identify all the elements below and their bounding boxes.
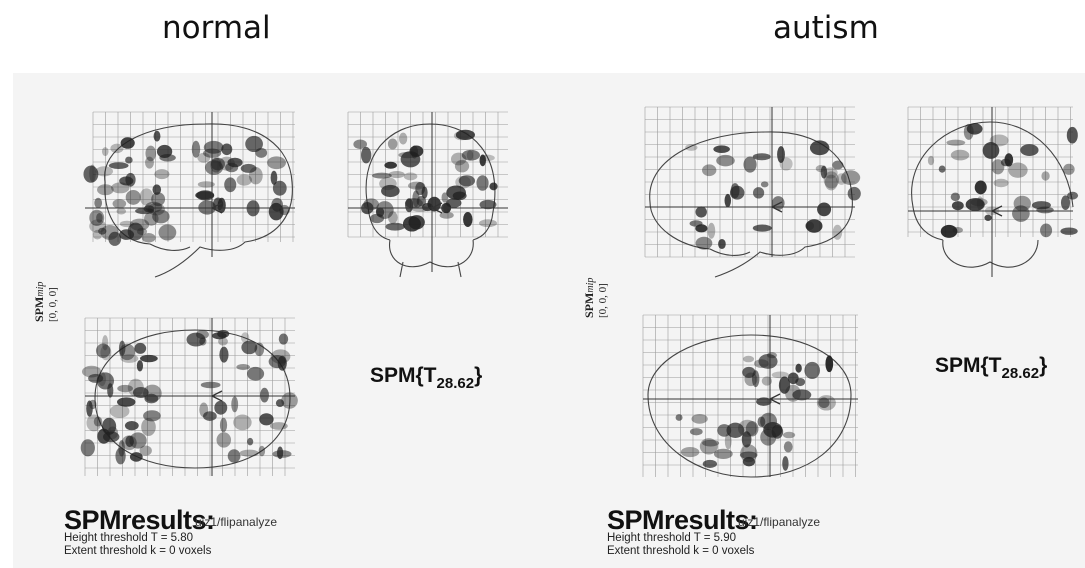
scan-background	[13, 73, 1085, 568]
heading-autism: autism	[773, 10, 879, 46]
spm-results-path-autism: uiz1/flipanalyze	[738, 515, 821, 529]
glass-brain-coronal-autism	[907, 106, 1079, 277]
activation-blobs	[80, 329, 298, 465]
crosshair	[348, 112, 508, 272]
spm-results-title-autism: SPMresults:	[607, 505, 758, 535]
spm-mip-label-autism: SPMmip [0, 0, 0]	[582, 277, 609, 318]
crosshair	[908, 107, 1073, 277]
activation-blobs	[83, 130, 290, 246]
glass-brain-axial-autism	[642, 314, 858, 478]
activation-blobs	[353, 129, 498, 232]
crosshair	[643, 315, 858, 477]
activation-blobs	[675, 352, 836, 471]
spm-mip-label-normal: SPMmip [0, 0, 0]	[32, 281, 59, 322]
glass-brain-coronal-normal	[347, 111, 508, 278]
extent-threshold-normal: Extent threshold k = 0 voxels	[64, 545, 212, 557]
glass-brain-sagittal-autism	[644, 106, 861, 278]
crosshair	[85, 112, 295, 257]
grid-lines	[644, 106, 855, 258]
heading-normal: normal	[162, 10, 271, 46]
activation-blobs	[927, 123, 1079, 238]
brain-outline	[911, 121, 1074, 268]
spm-statistic-label-normal: SPM{T28.62}	[370, 364, 483, 392]
height-threshold-normal: Height threshold T = 5.80	[64, 532, 194, 544]
height-threshold-autism: Height threshold T = 5.90	[607, 532, 737, 544]
grid-lines	[84, 317, 295, 476]
crosshair	[645, 107, 855, 257]
spm-results-path-normal: uiz1/flipanalyze	[195, 515, 278, 529]
glass-brain-sagittal-normal	[83, 111, 295, 278]
crosshair	[85, 318, 295, 476]
activation-blobs	[685, 140, 861, 250]
spm-statistic-label-autism: SPM{T28.62}	[935, 354, 1048, 382]
brain-outline	[647, 334, 852, 478]
spm-results-title-normal: SPMresults:	[64, 505, 215, 535]
brain-outline	[94, 329, 291, 469]
extent-threshold-autism: Extent threshold k = 0 voxels	[607, 545, 755, 557]
grid-lines	[92, 111, 295, 242]
glass-brain-axial-normal	[80, 317, 298, 476]
